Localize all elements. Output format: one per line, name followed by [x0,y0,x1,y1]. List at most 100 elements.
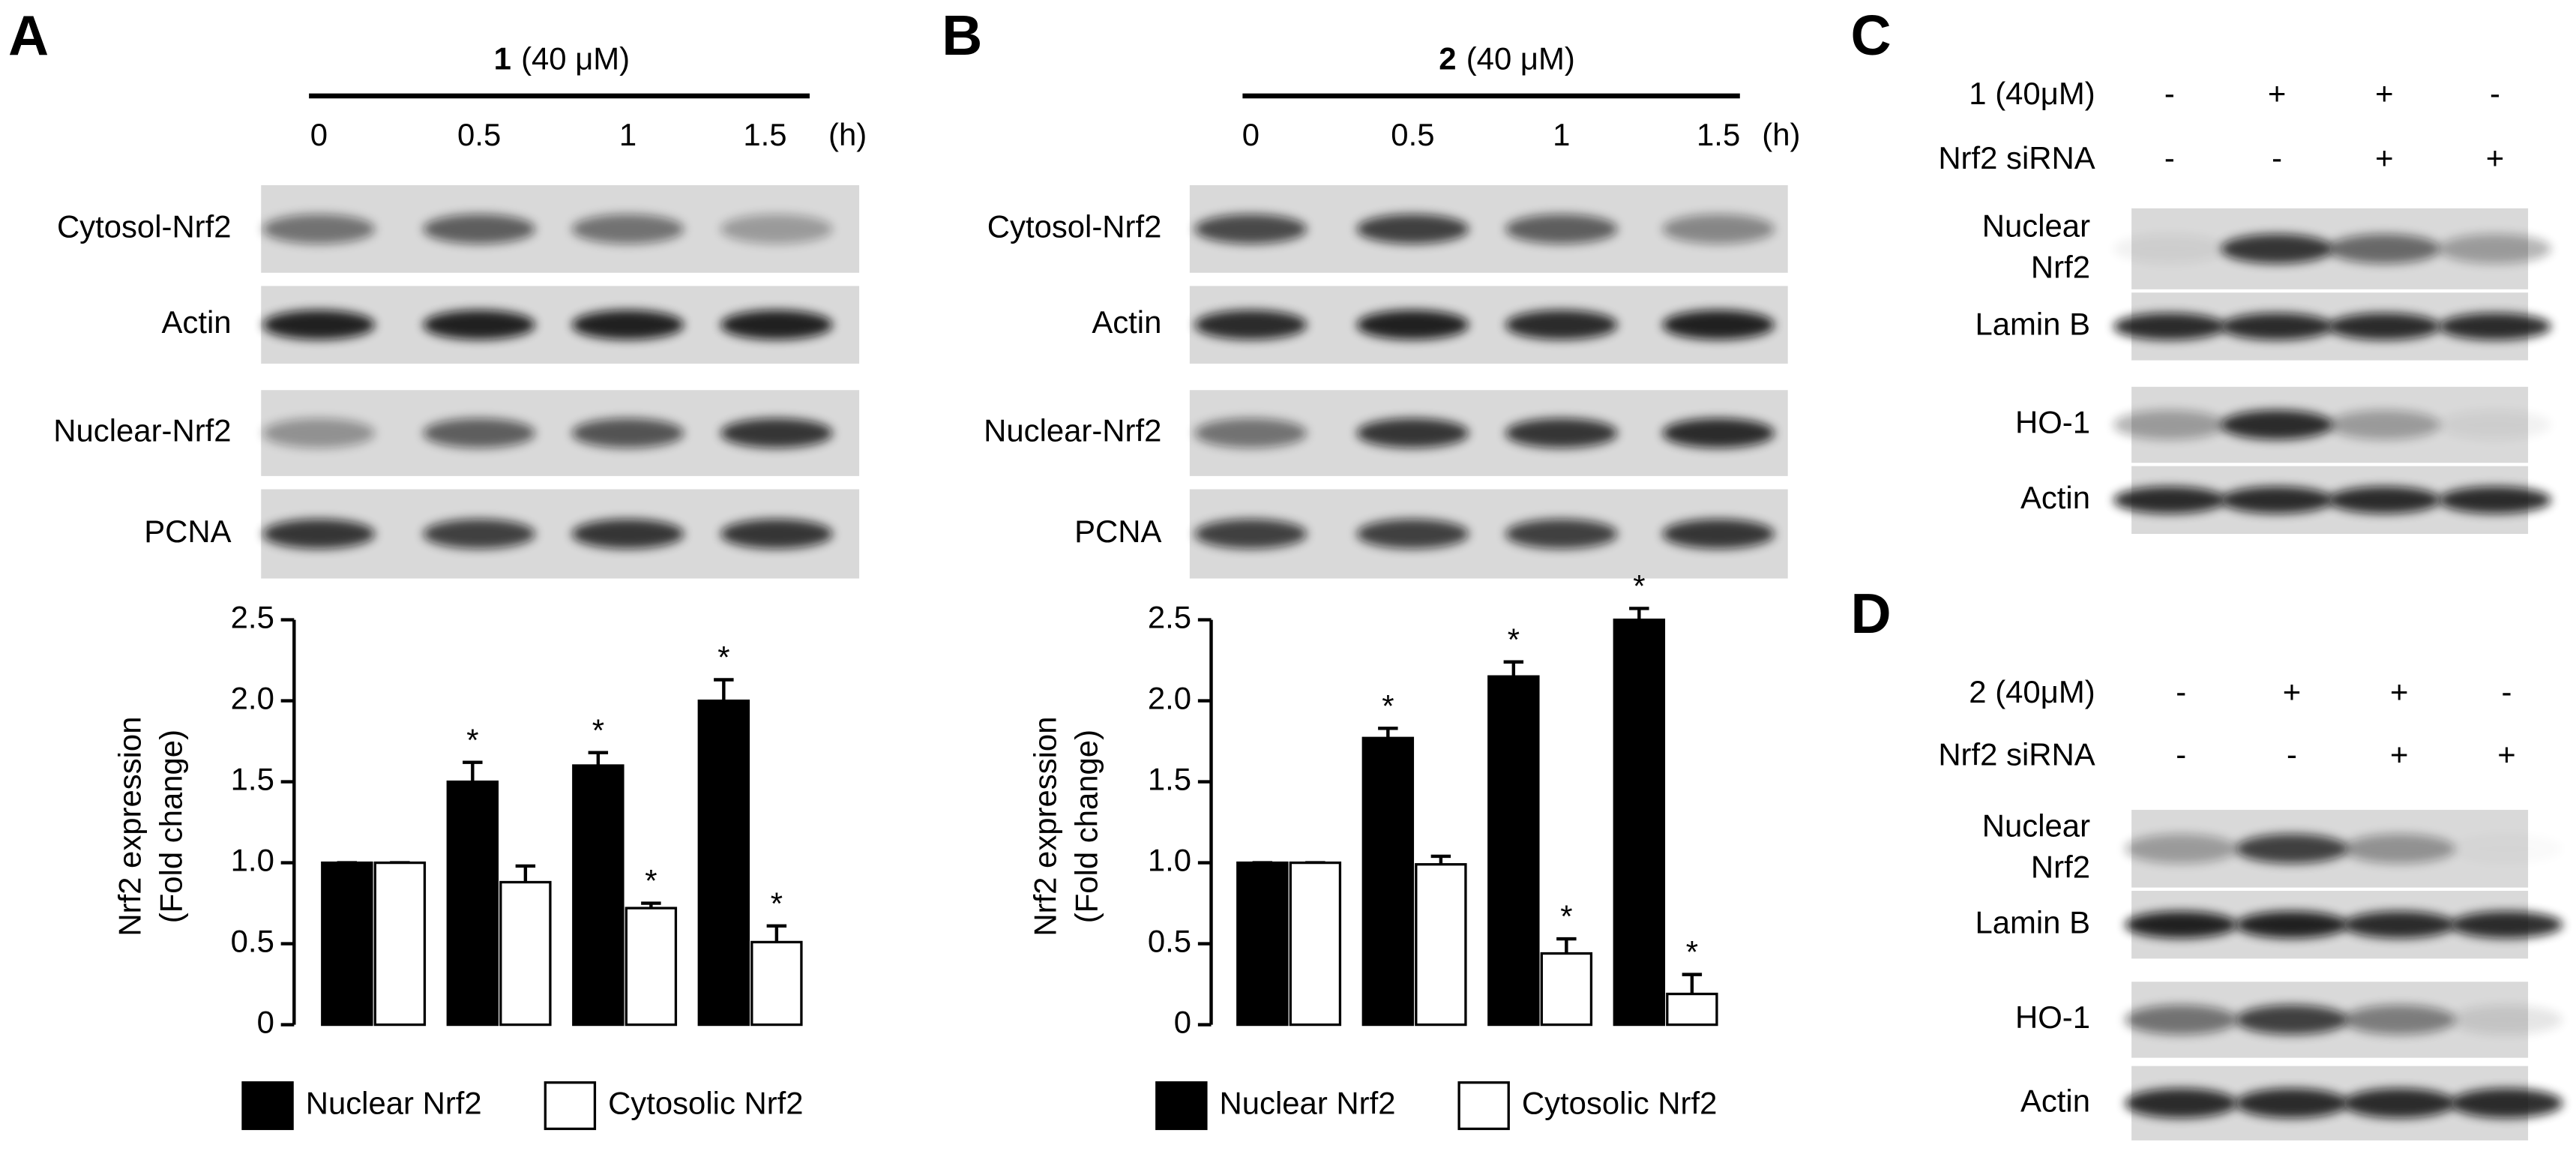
significance-mark: * [1560,899,1572,934]
band [423,214,536,244]
band [1356,418,1469,448]
band [262,418,376,448]
blot-label: Actin [1092,304,1161,340]
bar [1613,618,1666,1027]
band [2439,409,2551,440]
band [1194,418,1307,448]
blot-label: HO-1 [2015,405,2090,440]
blot [2125,1066,2563,1141]
legend-swatch [1457,1081,1510,1131]
band [1356,214,1469,244]
blot [2113,292,2551,361]
panel-label: B [942,4,982,67]
band [2235,834,2348,864]
band [2343,1005,2456,1035]
y-axis-label: Nrf2 expression [1027,717,1062,937]
blot [2125,982,2563,1058]
condition-sign: - [2176,674,2186,709]
y-tick-label: 1.5 [231,762,274,797]
significance-mark: * [645,863,657,898]
band [1194,214,1307,244]
band [2125,911,2238,939]
significance-mark: * [717,640,729,675]
band [2221,233,2334,264]
band [2450,1088,2563,1119]
band [2235,1088,2348,1119]
band [2343,911,2456,939]
band [1662,519,1775,549]
legend-swatch [241,1081,294,1131]
band [423,418,536,448]
bar [1361,736,1415,1027]
treatment-header: 2 (40 μM) [1439,41,1575,76]
compound: 2 [1439,41,1456,76]
significance-mark: * [1508,622,1520,657]
band [2235,911,2348,939]
band [2343,1088,2456,1119]
blot [2113,466,2551,534]
y-axis-label: (Fold change) [1068,730,1104,923]
band [1194,310,1307,340]
condition-label: 2 (40μM) [1969,674,2095,709]
time-label: 1.5 [743,117,786,152]
panel-label: D [1850,582,1891,645]
condition-sign: + [2283,674,2301,709]
blot [261,489,860,579]
legend-label: Nuclear Nrf2 [1220,1086,1396,1121]
blot-label: Nuclear [1982,808,2090,843]
legend-swatch [544,1081,597,1131]
blot-label: Actin [161,304,231,340]
band [2328,233,2441,264]
band [2113,233,2226,264]
bar [1487,675,1540,1027]
band [262,519,376,549]
treatment-header: 1 (40 μM) [494,41,631,76]
legend-label: Nuclear Nrf2 [306,1086,482,1121]
band [2439,233,2551,264]
band [2221,486,2334,514]
band [2113,409,2226,440]
significance-mark: * [466,722,478,757]
bar [750,940,803,1027]
blot [261,286,860,364]
legend-label: Cytosolic Nrf2 [1522,1086,1718,1121]
significance-mark: * [592,712,604,748]
legend-swatch [1155,1081,1208,1131]
time-label: 0.5 [1391,117,1434,152]
band [1662,214,1775,244]
band [2125,834,2238,864]
blot [2113,208,2551,289]
band [423,310,536,340]
blot-label: Actin [2020,1083,2090,1118]
blot-label: Nuclear-Nrf2 [53,413,231,448]
blot-label: HO-1 [2015,1000,2090,1035]
y-tick-label: 0 [257,1005,274,1040]
band [2125,1088,2238,1119]
band [423,519,536,549]
condition-sign: - [2287,737,2297,772]
time-unit: (h) [1762,117,1800,152]
blot [1189,390,1788,476]
blot-label: Nuclear-Nrf2 [984,413,1161,448]
time-label: 0 [310,117,328,152]
legend-label: Cytosolic Nrf2 [608,1086,804,1121]
band [1662,418,1775,448]
band [571,418,684,448]
condition-sign: + [2390,674,2408,709]
y-tick-label: 0.5 [1148,924,1191,959]
band [2328,486,2441,514]
bar [697,699,750,1027]
blot-label: Nrf2 [2031,849,2090,884]
band [2450,911,2563,939]
condition-label: 1 (40μM) [1969,76,2095,111]
bar [321,861,373,1027]
band [571,519,684,549]
y-tick-label: 1.0 [1148,843,1191,878]
y-axis-label: Nrf2 expression [112,717,147,937]
band [1505,418,1618,448]
band [2439,313,2551,340]
y-tick-label: 0.5 [231,924,274,959]
time-label: 0.5 [457,117,501,152]
time-label: 0 [1242,117,1260,152]
